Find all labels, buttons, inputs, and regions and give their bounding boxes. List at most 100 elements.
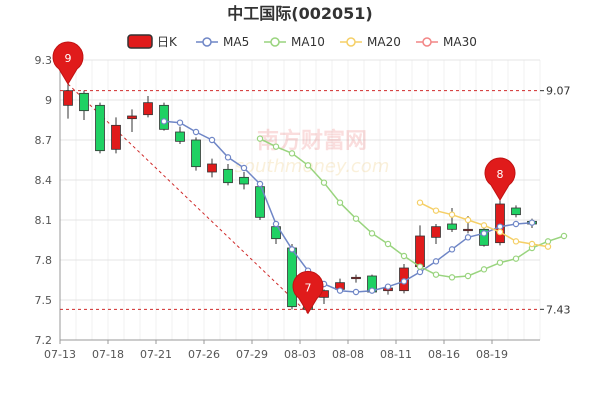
candle-body xyxy=(207,163,217,173)
legend-label: MA30 xyxy=(443,35,477,49)
ma-point xyxy=(368,287,376,294)
x-tick-label: 07-21 xyxy=(140,348,172,361)
marker-pin: 9 xyxy=(52,41,84,85)
candle-body xyxy=(287,247,297,308)
candle xyxy=(111,117,121,154)
legend-swatch-dot xyxy=(270,37,280,47)
ma-point xyxy=(480,222,488,229)
ma-series-ma5 xyxy=(160,118,536,296)
ma-point xyxy=(496,259,504,266)
ma-point xyxy=(400,278,408,285)
legend-swatch-candle xyxy=(127,34,153,49)
x-tick-label: 07-18 xyxy=(92,348,124,361)
ma-point xyxy=(336,199,344,206)
ma-point xyxy=(224,154,232,161)
axes: 7.2 7.5 7.8 8.1 8.4 8.7 9 9.3 07-13 07-18 07-21 07-… xyxy=(35,54,540,361)
ma-point xyxy=(400,252,408,260)
candle-body xyxy=(79,92,89,112)
ma-point xyxy=(448,211,456,218)
candle-body xyxy=(495,203,505,244)
y-tick-label: 9 xyxy=(45,94,52,107)
candle xyxy=(95,102,105,154)
x-tick-label: 07-26 xyxy=(188,348,220,361)
x-tick-label: 08-08 xyxy=(332,348,364,361)
y-tick-label: 7.2 xyxy=(35,334,53,347)
ma-point xyxy=(352,288,360,296)
ma-series-ma10 xyxy=(256,135,568,281)
ma-point xyxy=(480,230,488,237)
chart-title: 中工国际(002051) xyxy=(227,4,372,23)
ma-point xyxy=(480,266,488,273)
reference-lines: 9.07 7.43 xyxy=(60,85,571,316)
legend-item-ma10: MA10 xyxy=(264,35,325,49)
ma-point xyxy=(432,258,440,265)
y-tick-label: 7.5 xyxy=(35,294,53,307)
legend-label: 日K xyxy=(157,35,178,49)
y-tick-label: 8.7 xyxy=(35,134,53,147)
candle xyxy=(239,172,249,190)
candle-body xyxy=(127,115,137,120)
marker-label: 7 xyxy=(305,281,312,294)
legend-label: MA5 xyxy=(223,35,249,49)
moving-averages xyxy=(160,118,568,296)
ref-line-label: 7.43 xyxy=(546,303,571,316)
candle-body xyxy=(479,228,489,246)
candle-body xyxy=(431,226,441,238)
ma-point xyxy=(192,128,200,136)
grid xyxy=(59,59,541,341)
ma-point xyxy=(320,179,328,186)
candle-body xyxy=(415,235,425,268)
legend-item-k: 日K xyxy=(127,34,178,49)
x-tick-label: 07-29 xyxy=(236,348,268,361)
x-tick-label: 07-13 xyxy=(44,348,76,361)
candle-body xyxy=(223,168,233,184)
candle-body xyxy=(463,228,473,232)
legend-swatch-dot xyxy=(422,37,432,47)
x-tick-label: 08-16 xyxy=(428,348,460,361)
ma-point xyxy=(176,119,184,126)
candle xyxy=(431,224,441,244)
marker-shape xyxy=(484,157,516,201)
marker-pin: 7 xyxy=(292,270,324,315)
marker-shape xyxy=(292,270,324,315)
ma-point xyxy=(416,199,424,206)
marker-label: 8 xyxy=(497,168,504,181)
legend-item-ma30: MA30 xyxy=(416,35,477,49)
ma-series-ma20 xyxy=(416,199,552,250)
ma-point xyxy=(384,240,392,248)
ma-point xyxy=(256,135,264,142)
legend-swatch-dot xyxy=(346,37,356,47)
ma-point xyxy=(448,246,456,253)
legend-swatch-dot xyxy=(202,37,212,47)
legend-label: MA10 xyxy=(291,35,325,49)
ma-point xyxy=(464,216,472,224)
ma-point xyxy=(304,162,312,169)
candle xyxy=(479,226,489,247)
y-tick-label: 9.3 xyxy=(35,54,53,67)
x-tick-label: 08-11 xyxy=(380,348,412,361)
candle xyxy=(511,205,521,218)
candle-body xyxy=(175,131,185,142)
ma-point xyxy=(432,271,440,278)
ma-point xyxy=(384,283,392,290)
ma-point xyxy=(432,207,440,214)
candle xyxy=(255,182,265,220)
legend-label: MA20 xyxy=(367,35,401,49)
candle-body xyxy=(447,223,457,230)
ma-point xyxy=(528,219,536,226)
candle xyxy=(143,96,153,118)
ma-point xyxy=(272,143,280,150)
candle xyxy=(127,109,137,132)
watermark: 南方财富网 southmoney.com xyxy=(235,128,390,177)
candle xyxy=(159,102,169,131)
ma-point xyxy=(352,215,360,222)
ma-point xyxy=(560,232,568,240)
candle-body xyxy=(511,207,521,216)
ma-point xyxy=(240,164,248,172)
x-tick-label: 08-19 xyxy=(476,348,508,361)
legend: 日K MA5 MA10 MA20 MA30 xyxy=(127,34,477,49)
trend-line-segment xyxy=(67,83,309,314)
candle xyxy=(223,164,233,186)
candle-body xyxy=(63,90,73,106)
ref-line-label: 9.07 xyxy=(546,85,571,98)
